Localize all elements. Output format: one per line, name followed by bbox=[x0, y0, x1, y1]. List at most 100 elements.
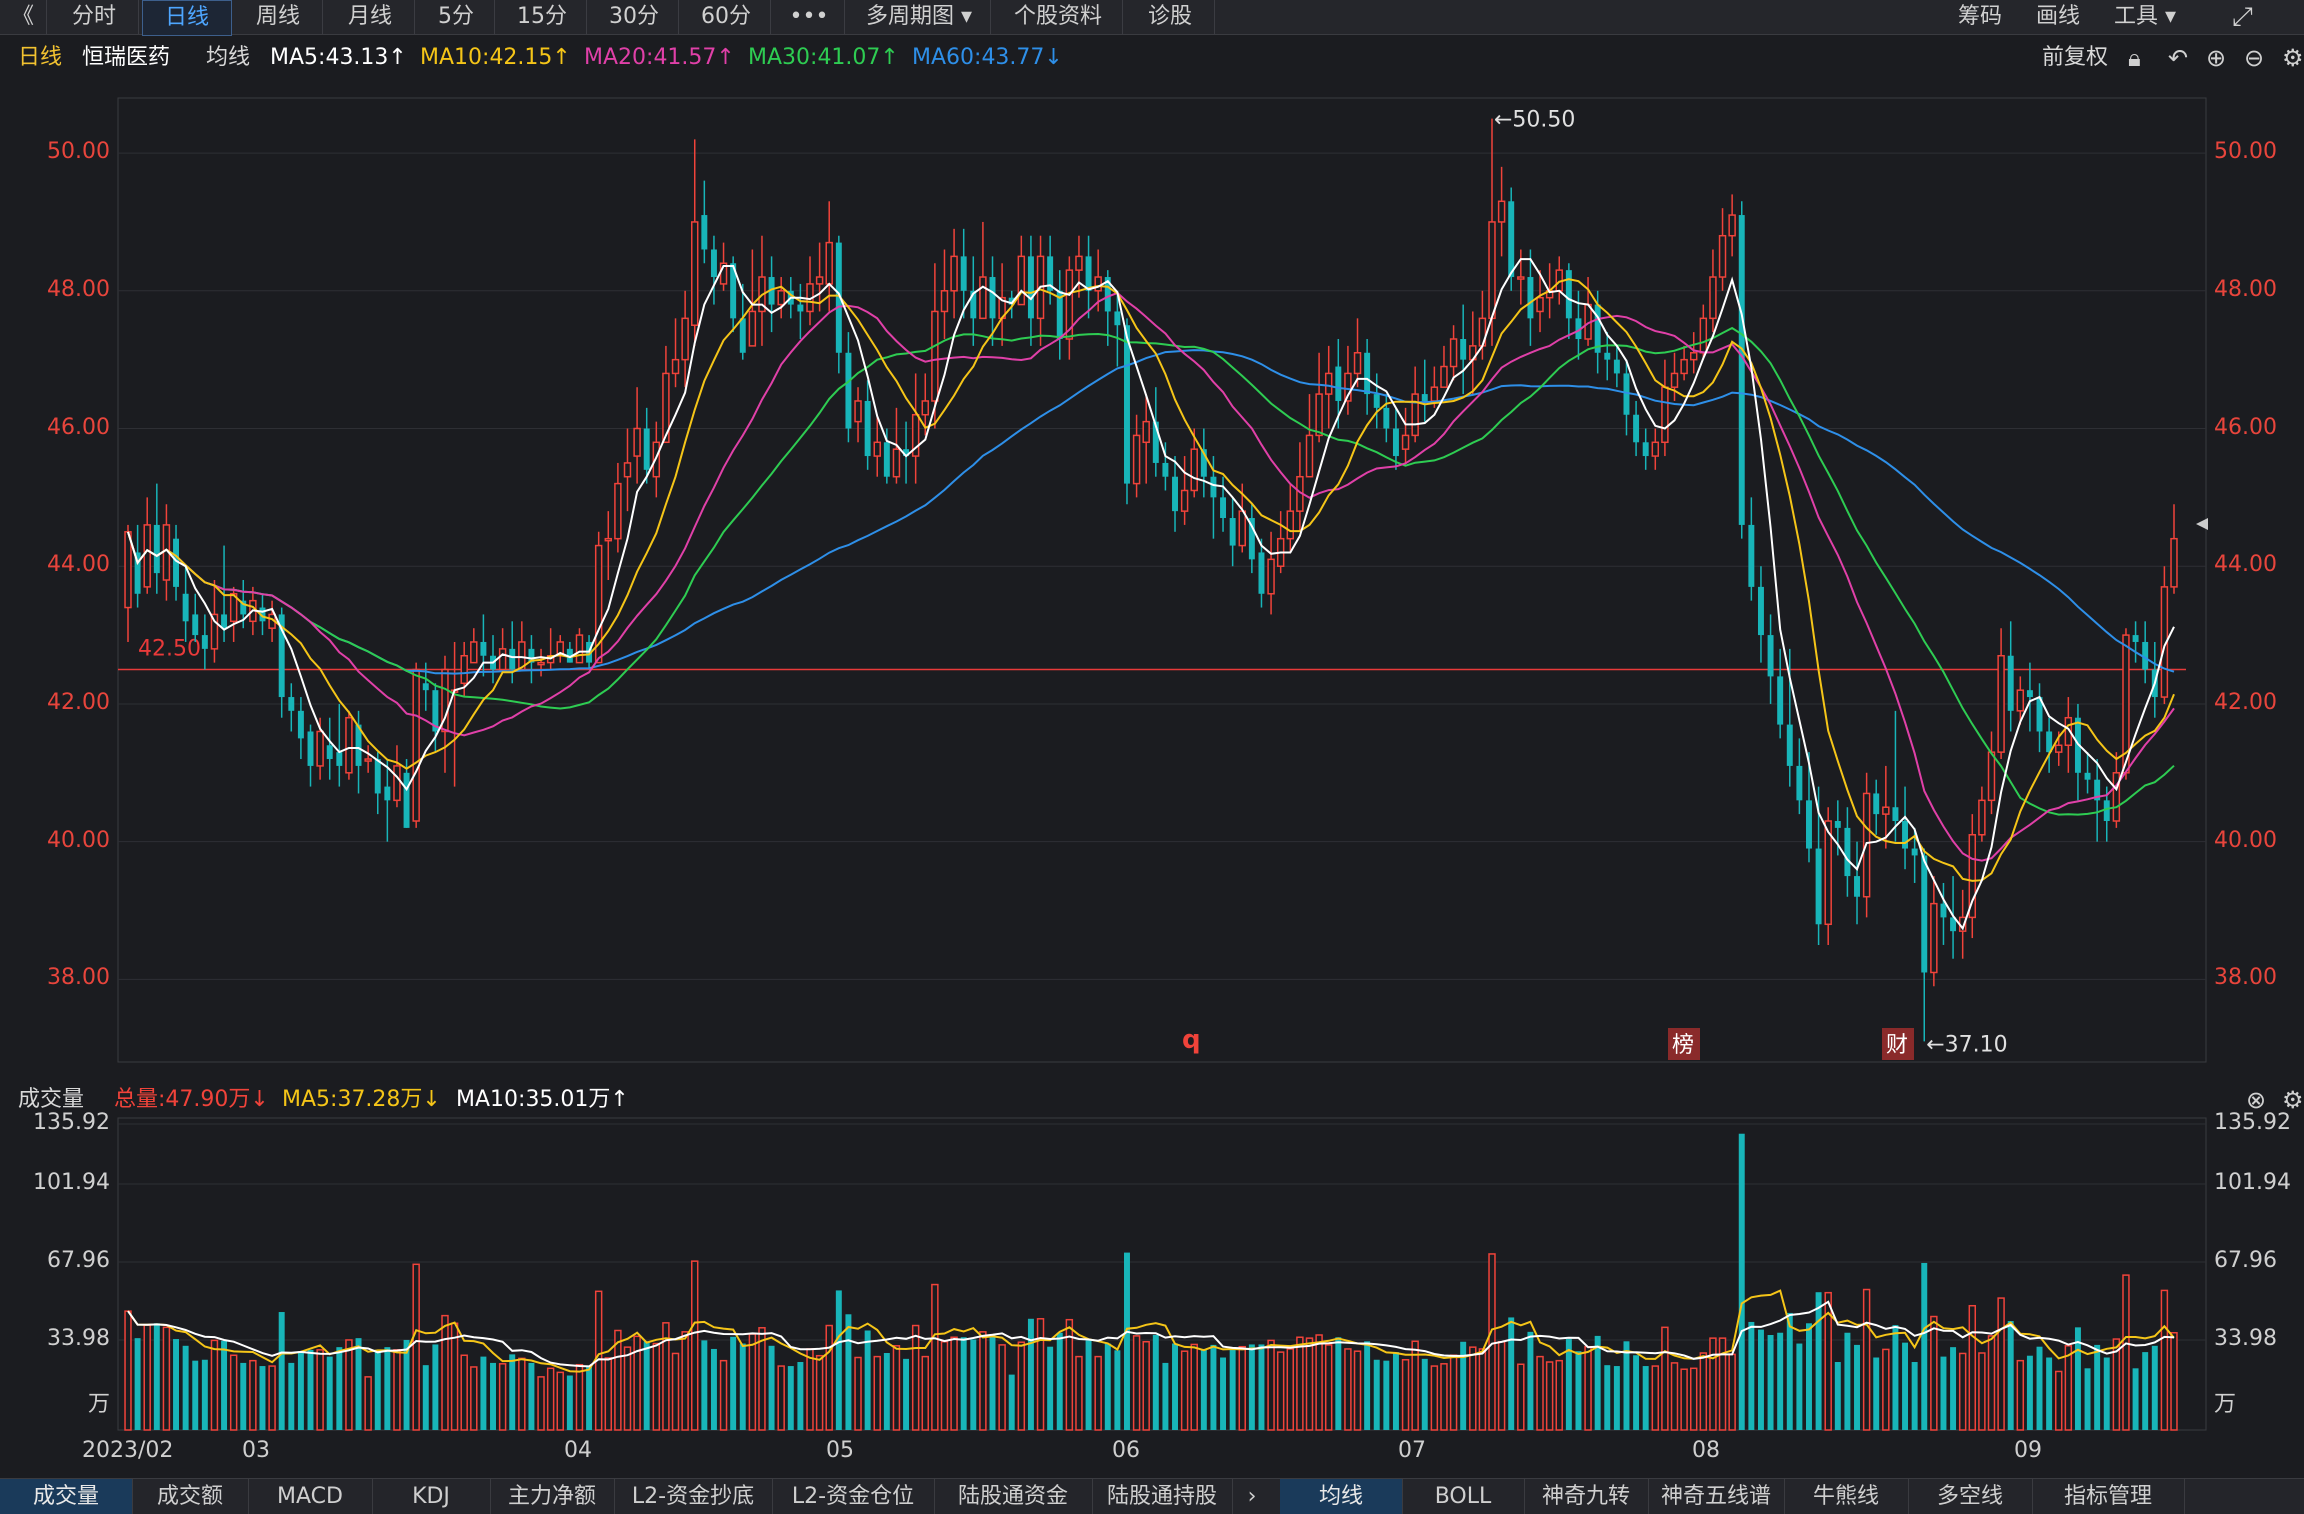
candle-body bbox=[1488, 221, 1496, 320]
low-label: ←37.10 bbox=[1926, 1032, 2007, 1057]
volume-bar bbox=[1699, 1352, 1708, 1431]
ma-label[interactable]: 均线 bbox=[206, 45, 251, 70]
candle-body bbox=[470, 641, 478, 664]
volume-bar bbox=[739, 1343, 746, 1430]
volume-bar bbox=[307, 1349, 314, 1430]
candle-body bbox=[2132, 635, 2139, 642]
volume-bar bbox=[1718, 1337, 1727, 1431]
indicator-tab-3[interactable]: KDJ bbox=[372, 1479, 491, 1514]
candle-body bbox=[1315, 393, 1323, 437]
tools-button[interactable]: 工具 ▾ bbox=[2114, 4, 2177, 29]
candle-body bbox=[1575, 318, 1582, 339]
fullscreen-icon[interactable]: ⤢ bbox=[2232, 2, 2253, 32]
overlay-tab-5[interactable]: 多空线 bbox=[1908, 1479, 2033, 1514]
volume-bar bbox=[1824, 1291, 1832, 1431]
indicator-tab-2[interactable]: MACD bbox=[248, 1479, 373, 1514]
chip-button[interactable]: 筹码 bbox=[1958, 4, 2003, 29]
tab-2[interactable]: 周线 bbox=[234, 0, 323, 34]
volume-bar bbox=[2170, 1331, 2178, 1431]
overlay-tab-6[interactable]: 指标管理 bbox=[2032, 1479, 2185, 1514]
candle-body bbox=[1709, 276, 1717, 320]
volume-bar bbox=[1796, 1343, 1803, 1430]
tab-3[interactable]: 月线 bbox=[326, 0, 415, 34]
volume-settings-icon[interactable]: ⚙ bbox=[2282, 1086, 2304, 1114]
overlay-tab-2[interactable]: 神奇九转 bbox=[1524, 1479, 1649, 1514]
candle-body bbox=[441, 668, 449, 733]
volume-tick-right: 33.98 bbox=[2214, 1326, 2277, 1351]
volume-bar bbox=[1613, 1366, 1620, 1430]
volume-bar bbox=[153, 1323, 160, 1430]
candle-body bbox=[1469, 345, 1477, 361]
volume-bar bbox=[1623, 1341, 1630, 1430]
adjust-label[interactable]: 前复权 bbox=[2042, 45, 2109, 70]
tab-5[interactable]: 15分 bbox=[498, 0, 587, 34]
volume-bar bbox=[815, 1354, 824, 1431]
candle-body bbox=[1757, 586, 1764, 636]
candle-body bbox=[1124, 325, 1130, 484]
volume-bar bbox=[1027, 1318, 1034, 1430]
volume-bar bbox=[249, 1359, 257, 1431]
volume-bar bbox=[768, 1345, 775, 1430]
draw-button[interactable]: 画线 bbox=[2036, 4, 2081, 29]
candle-body bbox=[1276, 537, 1285, 567]
volume-bar bbox=[432, 1344, 439, 1430]
overlay-tab-3[interactable]: 神奇五线谱 bbox=[1648, 1479, 1785, 1514]
back-button[interactable]: 《 bbox=[0, 0, 47, 34]
volume-bar bbox=[1229, 1348, 1236, 1430]
volume-bar bbox=[1286, 1348, 1295, 1431]
volume-bar bbox=[1604, 1365, 1611, 1430]
tab-6[interactable]: 30分 bbox=[590, 0, 679, 34]
volume-bar bbox=[960, 1337, 967, 1430]
overlay-tab-4[interactable]: 牛熊线 bbox=[1784, 1479, 1909, 1514]
candle-body bbox=[1180, 489, 1189, 512]
tab-10[interactable]: 个股资料 bbox=[994, 0, 1123, 34]
overlay-tab-1[interactable]: BOLL bbox=[1402, 1479, 1525, 1514]
tab-9[interactable]: 多周期图 ▾ bbox=[848, 0, 991, 34]
x-tick-label: 09 bbox=[2014, 1438, 2042, 1463]
candle-body bbox=[1777, 676, 1784, 725]
indicator-tab-4[interactable]: 主力净额 bbox=[490, 1479, 615, 1514]
tab-11[interactable]: 诊股 bbox=[1126, 0, 1215, 34]
undo-icon[interactable]: ↶ bbox=[2168, 44, 2189, 72]
volume-tick-left: 67.96 bbox=[47, 1248, 110, 1273]
volume-bar bbox=[1987, 1335, 1996, 1431]
x-tick-label: 05 bbox=[826, 1438, 854, 1463]
volume-bar bbox=[1555, 1359, 1563, 1431]
volume-bar bbox=[364, 1376, 372, 1431]
indicator-tab-5[interactable]: L2-资金抄底 bbox=[614, 1479, 773, 1514]
zoom-out-icon[interactable]: ⊖ bbox=[2244, 44, 2265, 72]
candle-body bbox=[1220, 497, 1227, 519]
settings-icon[interactable]: ⚙ bbox=[2282, 44, 2304, 72]
zoom-in-icon[interactable]: ⊕ bbox=[2206, 44, 2227, 72]
tab-4[interactable]: 5分 bbox=[418, 0, 495, 34]
tab-8[interactable]: ••• bbox=[774, 0, 845, 34]
candle-body bbox=[1786, 724, 1793, 766]
volume-bar bbox=[1460, 1341, 1467, 1430]
volume-bar bbox=[173, 1339, 180, 1430]
tab-0[interactable]: 分时 bbox=[50, 0, 139, 34]
indicator-tab-7[interactable]: 陆股通资金 bbox=[934, 1479, 1093, 1514]
indicator-tab-8[interactable]: 陆股通持股 bbox=[1092, 1479, 1233, 1514]
close-icon[interactable]: ⊗ bbox=[2246, 1086, 2267, 1114]
more-tabs-icon[interactable]: › bbox=[1247, 1484, 1257, 1509]
indicator-tab-6[interactable]: L2-资金仓位 bbox=[772, 1479, 935, 1514]
candle-body bbox=[1449, 338, 1458, 368]
overlay-tab-0[interactable]: 均线 bbox=[1280, 1479, 1403, 1514]
volume-bar bbox=[1738, 1133, 1745, 1430]
price-tick-left: 50.00 bbox=[47, 139, 110, 165]
stock-name: 恒瑞医药 bbox=[82, 45, 171, 70]
lock-icon[interactable]: 🔒︎ bbox=[2128, 44, 2141, 72]
volume-bar bbox=[604, 1357, 613, 1431]
candle-body bbox=[1296, 475, 1304, 512]
x-tick-label: 08 bbox=[1692, 1438, 1720, 1463]
price-tick-right: 50.00 bbox=[2214, 139, 2277, 165]
tab-1[interactable]: 日线 bbox=[142, 0, 232, 36]
indicator-tab-0[interactable]: 成交量 bbox=[0, 1479, 133, 1514]
volume-bar bbox=[450, 1322, 459, 1431]
volume-bar bbox=[903, 1358, 910, 1430]
tab-7[interactable]: 60分 bbox=[682, 0, 771, 34]
candle-body bbox=[845, 352, 852, 429]
volume-bar bbox=[2160, 1289, 2169, 1431]
indicator-tab-1[interactable]: 成交额 bbox=[132, 1479, 249, 1514]
